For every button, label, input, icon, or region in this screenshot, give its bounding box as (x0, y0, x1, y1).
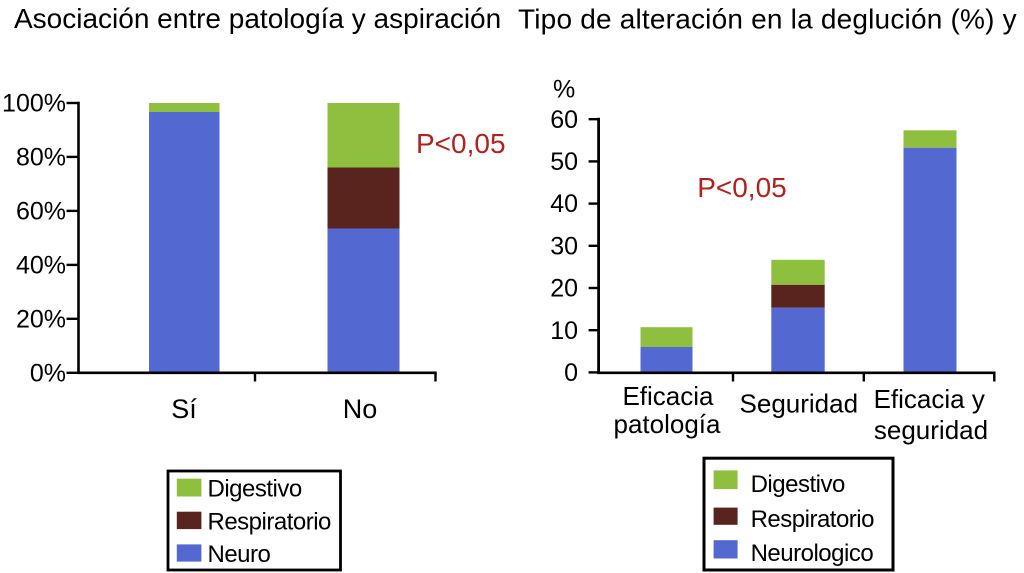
svg-text:60: 60 (550, 106, 578, 134)
svg-text:%: % (553, 76, 575, 104)
svg-text:20%: 20% (16, 305, 66, 333)
svg-text:10: 10 (550, 317, 578, 345)
svg-text:P<0,05: P<0,05 (416, 128, 506, 159)
svg-text:40%: 40% (16, 252, 66, 280)
svg-text:Digestivo: Digestivo (208, 476, 302, 503)
svg-text:seguridad: seguridad (874, 415, 988, 445)
svg-text:0: 0 (564, 359, 578, 387)
svg-text:40: 40 (550, 190, 578, 218)
svg-text:No: No (343, 394, 378, 424)
svg-text:80%: 80% (16, 144, 66, 172)
svg-text:Respiratorio: Respiratorio (751, 506, 875, 533)
svg-text:0%: 0% (30, 359, 66, 387)
svg-text:Neuro: Neuro (208, 541, 271, 568)
svg-text:Sí: Sí (171, 394, 197, 424)
svg-text:Seguridad: Seguridad (740, 388, 859, 418)
svg-text:100%: 100% (2, 90, 66, 118)
svg-text:Respiratorio: Respiratorio (208, 509, 332, 536)
svg-text:Digestivo: Digestivo (751, 471, 845, 498)
svg-text:Eficacia: Eficacia (622, 381, 714, 411)
svg-text:Tipo de alteración en la deglu: Tipo de alteración en la deglución (%) y (518, 4, 1017, 35)
svg-text:20: 20 (550, 275, 578, 303)
svg-text:Eficacia y: Eficacia y (874, 384, 985, 414)
svg-text:30: 30 (550, 232, 578, 260)
svg-text:60%: 60% (16, 198, 66, 226)
svg-text:P<0,05: P<0,05 (697, 172, 787, 203)
svg-text:Neurologico: Neurologico (751, 540, 874, 567)
svg-text:patología: patología (614, 409, 722, 439)
svg-text:Asociación entre patología y a: Asociación entre patología y aspiración (14, 3, 501, 34)
svg-text:50: 50 (550, 148, 578, 176)
